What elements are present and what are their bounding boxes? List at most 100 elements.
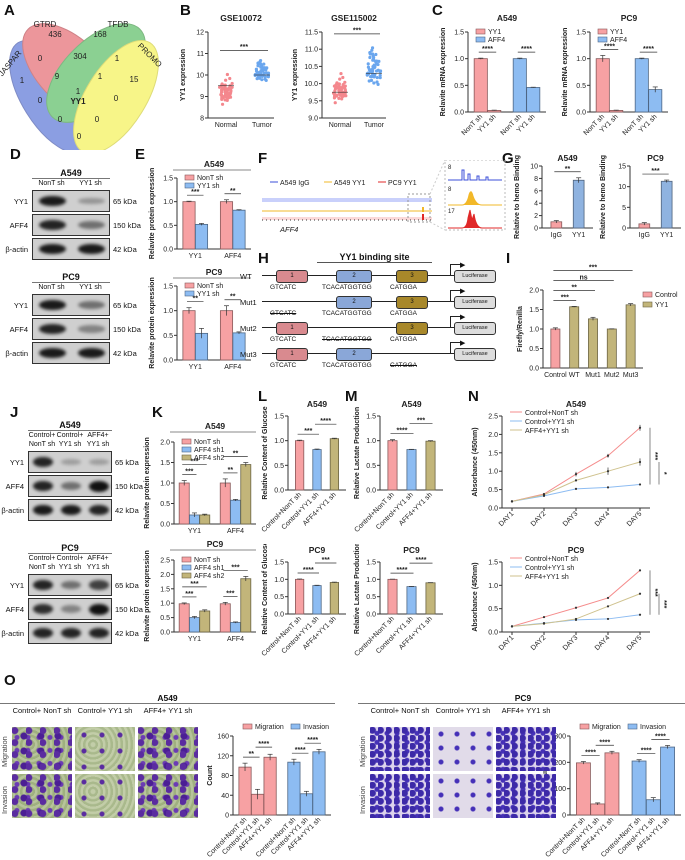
y-axis-label: Relative Content of Glucose	[262, 544, 269, 635]
data-point	[339, 93, 344, 97]
bar	[240, 578, 252, 633]
significance-label: ****	[643, 46, 654, 53]
significance-label: ****	[416, 557, 427, 564]
row-label: Migration	[358, 736, 367, 767]
transwell-a549: A549 Control+ NonT sh Control+ YY1 sh AFF4+…	[0, 693, 335, 833]
binding-site-box: 1	[276, 322, 308, 335]
data-point	[375, 59, 379, 63]
inset-scale: 17	[448, 209, 455, 215]
x-tick-label: DAY4	[594, 510, 612, 528]
chart-g-a549: A549 0 2 4 6 8 10 Relative to hemo Binding IgG YY…	[514, 153, 593, 239]
blot-row: AFF4 150 kDa	[10, 318, 141, 340]
legend-label: Control+YY1 sh	[525, 419, 574, 426]
x-tick-label: Tumor	[364, 122, 385, 129]
y-tick-label: 1.5	[366, 414, 376, 421]
protein-band	[77, 243, 106, 255]
micrograph-migration	[12, 727, 72, 771]
data-point	[263, 66, 267, 70]
y-tick-label: 9.0	[308, 116, 318, 123]
chart-k-a549: A549 0.0 0.5 1.0 1.5 2.0 Relavite protein expr…	[144, 421, 256, 535]
bar	[230, 622, 241, 633]
protein-band	[33, 579, 53, 591]
data-point	[341, 75, 345, 80]
legend-swatch	[597, 36, 608, 43]
protein-band	[61, 458, 81, 466]
x-tick-label: IgG	[551, 232, 562, 239]
data-point	[574, 617, 578, 621]
series-line	[511, 483, 641, 502]
significance-label: ****	[599, 739, 610, 746]
venn-set-promo	[73, 39, 159, 150]
protein-label: YY1	[9, 581, 24, 590]
data-point	[254, 67, 258, 71]
y-tick-label: 10	[618, 184, 626, 191]
significance-label: ****	[303, 567, 314, 574]
kda-label: 42 kDa	[113, 245, 137, 254]
construct-row: Mut3 1 GTCATC 2 TCACATGGTGG CATGGA ▶ Luciferase	[240, 340, 512, 376]
legend-label: NonT sh	[197, 283, 223, 290]
y-tick-label: 0.0	[576, 110, 586, 117]
panel-label-k: K	[152, 404, 163, 421]
bar	[606, 328, 617, 369]
x-tick-label: YY1	[188, 528, 201, 535]
micrograph-invasion	[496, 774, 556, 818]
venn-count: 0	[38, 96, 43, 105]
x-tick-label: Normal	[215, 122, 238, 129]
y-tick-label: 0	[534, 226, 538, 233]
data-point	[261, 69, 265, 73]
kda-label: 42 kDa	[115, 629, 139, 638]
y-tick-label: 1.5	[488, 560, 498, 567]
y-tick-label: 0.5	[366, 463, 376, 470]
protein-label: β-actin	[5, 349, 28, 358]
venn-label-tfdb: TFDB	[108, 20, 129, 29]
column-label: Control+ YY1 sh	[77, 706, 133, 715]
y-tick-label: 1.0	[160, 601, 170, 608]
y-tick-label: 0.5	[160, 501, 170, 508]
chart-o-pc9-count: 0100200300CountControl+NonT shControl+YY…	[542, 723, 681, 859]
venn-count: 0	[114, 94, 119, 103]
chip-legend-label: A549 IgG	[280, 180, 310, 187]
data-point	[375, 80, 379, 84]
significance-label: *	[660, 472, 667, 475]
legend-label: AFF4 sh1	[194, 565, 224, 572]
y-axis-label: Relavite protein expression	[144, 437, 151, 528]
gene-label: AFF4	[279, 225, 298, 234]
protein-label: β-actin	[5, 245, 28, 254]
site-sequence: CATGGA	[390, 284, 417, 291]
bar	[178, 603, 190, 633]
y-tick-label: 8	[534, 176, 538, 183]
bar	[526, 87, 541, 113]
row-label: Migration	[0, 736, 9, 767]
data-point	[260, 74, 264, 78]
data-point	[221, 87, 225, 91]
data-point	[260, 78, 264, 82]
x-tick-label: DAY5	[626, 510, 644, 528]
legend-swatch	[181, 556, 192, 563]
data-point	[374, 69, 379, 73]
site-sequence: TCACATGGTGG	[322, 336, 372, 343]
y-tick-label: 1.0	[163, 199, 173, 206]
legend-label: AFF4+YY1 sh	[525, 574, 569, 581]
data-point	[229, 91, 233, 95]
significance-label: ***	[190, 581, 198, 588]
significance-label: ****	[397, 428, 408, 435]
promoter-arrow-stem	[450, 290, 451, 301]
data-point	[223, 98, 227, 102]
y-tick-label: 0.5	[529, 346, 539, 353]
bar	[595, 58, 610, 113]
backbone-line	[262, 327, 472, 328]
data-point	[368, 51, 372, 55]
lane-label: Control+ YY1 sh	[56, 555, 84, 571]
data-point	[366, 62, 370, 66]
data-point	[259, 65, 264, 69]
y-tick-label: 40	[221, 793, 229, 800]
x-tick-label: Control	[544, 372, 567, 379]
micrograph-invasion	[12, 774, 72, 818]
protein-band	[89, 627, 109, 639]
data-point	[542, 622, 546, 625]
bar	[588, 318, 598, 369]
site-sequence: CATGGA	[390, 362, 417, 369]
kda-label: 150 kDa	[113, 221, 141, 230]
bar	[240, 464, 252, 525]
